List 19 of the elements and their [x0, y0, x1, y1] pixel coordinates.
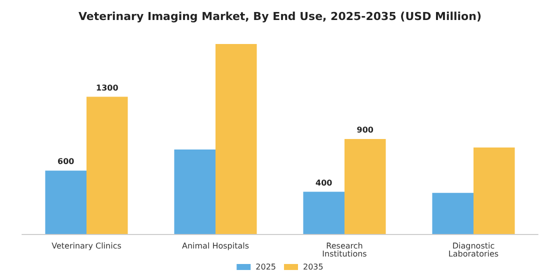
bar	[432, 192, 474, 234]
data-label: 900	[356, 126, 374, 134]
bar	[174, 150, 216, 234]
bar	[216, 44, 257, 234]
legend-label: 2025	[256, 262, 276, 272]
bar	[86, 96, 128, 234]
x-tick-label: Diagnostic Laboratories	[448, 242, 499, 258]
x-tick-label: Research Institutions	[322, 242, 367, 258]
bar	[344, 139, 386, 234]
bar	[474, 147, 515, 234]
bar	[303, 192, 344, 234]
data-label: 400	[316, 178, 333, 188]
x-tick-label: Animal Hospitals	[182, 242, 250, 250]
legend-label: 2035	[303, 262, 324, 272]
data-label: 600	[58, 157, 75, 166]
x-tick-label: Veterinary Clinics	[52, 242, 122, 250]
data-label: 1300	[96, 83, 119, 92]
bar	[45, 170, 86, 234]
chart-title: Veterinary Imaging Market, By End Use, 2025-2035 (USD Million)	[78, 10, 482, 23]
